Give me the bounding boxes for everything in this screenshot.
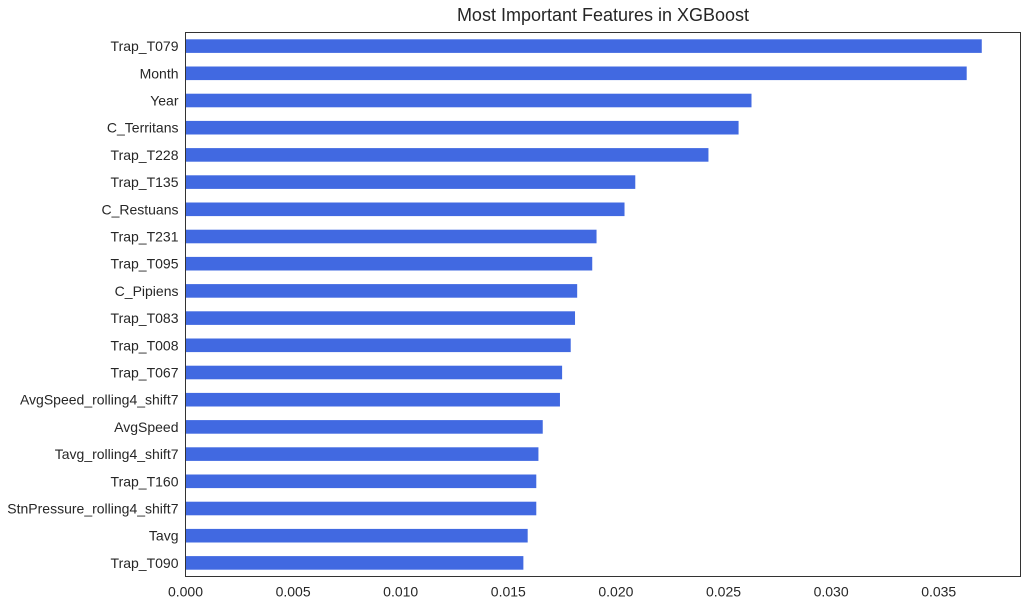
bar-Trap_T083 [185,311,576,325]
x-tick-label: 0.005 [276,584,311,600]
y-tick-label: Trap_T090 [111,555,179,571]
y-tick-label: AvgSpeed [114,419,178,435]
bar-Tavg_rolling4_shift7 [185,447,539,461]
chart-title: Most Important Features in XGBoost [457,5,749,25]
bar-Trap_T008 [185,338,571,353]
bar-C_Restuans [185,202,625,217]
y-tick-label: Trap_T160 [111,473,179,489]
y-tick-label: Trap_T095 [111,256,179,272]
x-tick-label: 0.020 [598,584,633,600]
x-tick-label: 0.000 [168,584,203,600]
plot-area-frame [185,32,1021,577]
bar-Trap_T090 [185,556,524,570]
y-tick-label: Year [150,93,179,109]
bar-Year [185,93,752,108]
bar-Trap_T160 [185,474,537,489]
bar-AvgSpeed [185,420,543,434]
y-tick-label: Trap_T067 [111,365,179,381]
bar-C_Pipiens [185,284,578,298]
y-tick-label: AvgSpeed_rolling4_shift7 [20,392,179,408]
bar-Tavg [185,528,528,543]
bar-Trap_T067 [185,365,563,380]
bar-AvgSpeed_rolling4_shift7 [185,392,560,407]
y-tick-label: Tavg [149,528,179,544]
bar-Trap_T231 [185,229,597,244]
bar-Trap_T228 [185,148,709,162]
y-tick-label: Trap_T079 [111,38,179,54]
y-tick-label: Trap_T083 [111,310,179,326]
bar-Trap_T095 [185,256,593,271]
x-tick-label: 0.015 [491,584,526,600]
y-tick-label: C_Territans [107,120,179,136]
y-tick-label: Trap_T135 [111,174,179,190]
bar-Trap_T135 [185,175,636,189]
y-tick-labels: Trap_T079 Month Year C_Territans Trap_T228 Tr… [7,38,179,571]
x-tick-label: 0.010 [383,584,418,600]
x-tick-label: 0.035 [921,584,956,600]
x-tick-label: 0.030 [814,584,849,600]
x-tick-labels: 0.000 0.005 0.010 0.015 0.020 0.025 0.030 0.035 [168,584,956,600]
y-tick-label: Trap_T228 [111,147,179,163]
y-tick-label: Tavg_rolling4_shift7 [55,446,179,462]
bar-Trap_T079 [185,39,982,53]
bar-C_Territans [185,120,739,135]
y-tick-label: StnPressure_rolling4_shift7 [7,501,178,517]
y-tick-label: C_Restuans [101,201,178,217]
bar-StnPressure_rolling4_shift7 [185,501,537,516]
y-tick-label: Month [140,65,179,81]
bars-layer [185,39,982,570]
bar-Month [185,66,967,81]
y-tick-label: C_Pipiens [115,283,179,299]
y-tick-label: Trap_T008 [111,337,179,353]
x-tick-label: 0.025 [706,584,741,600]
y-tick-label: Trap_T231 [111,229,179,245]
